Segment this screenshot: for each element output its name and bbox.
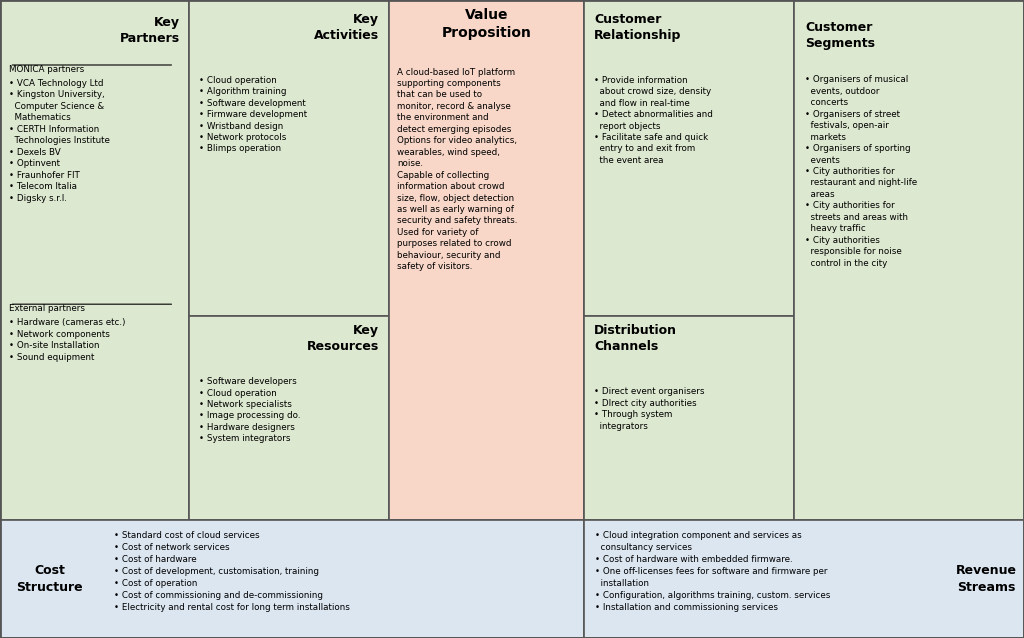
Text: MONICA partners: MONICA partners	[9, 65, 85, 74]
Text: Key
Activities: Key Activities	[314, 13, 379, 42]
Text: • Hardware (cameras etc.)
• Network components
• On-site Installation
• Sound eq: • Hardware (cameras etc.) • Network comp…	[9, 318, 126, 362]
Text: Customer
Segments: Customer Segments	[805, 21, 876, 50]
FancyBboxPatch shape	[189, 0, 389, 316]
Text: • Direct event organisers
• DIrect city authorities
• Through system
  integrato: • Direct event organisers • DIrect city …	[594, 387, 705, 431]
Text: • Cloud operation
• Algorithm training
• Software development
• Firmware develop: • Cloud operation • Algorithm training •…	[200, 76, 307, 154]
FancyBboxPatch shape	[189, 316, 389, 520]
Text: • Standard cost of cloud services
• Cost of network services
• Cost of hardware
: • Standard cost of cloud services • Cost…	[114, 531, 349, 612]
FancyBboxPatch shape	[584, 520, 1024, 638]
Text: • VCA Technology Ltd
• Kingston University,
  Computer Science &
  Mathematics
•: • VCA Technology Ltd • Kingston Universi…	[9, 79, 111, 202]
FancyBboxPatch shape	[584, 316, 794, 520]
Text: External partners: External partners	[9, 304, 85, 313]
FancyBboxPatch shape	[794, 0, 1024, 520]
Text: A cloud-based IoT platform
supporting components
that can be used to
monitor, re: A cloud-based IoT platform supporting co…	[397, 68, 517, 271]
Text: Cost
Structure: Cost Structure	[16, 564, 83, 594]
Text: • Provide information
  about crowd size, density
  and flow in real-time
• Dete: • Provide information about crowd size, …	[594, 76, 713, 165]
Text: Distribution
Channels: Distribution Channels	[594, 324, 677, 353]
Text: • Cloud integration component and services as
  consultancy services
• Cost of h: • Cloud integration component and servic…	[595, 531, 830, 612]
Text: Customer
Relationship: Customer Relationship	[594, 13, 682, 42]
Text: Revenue
Streams: Revenue Streams	[956, 564, 1017, 594]
FancyBboxPatch shape	[0, 520, 584, 638]
FancyBboxPatch shape	[584, 0, 794, 316]
Text: • Organisers of musical
  events, outdoor
  concerts
• Organisers of street
  fe: • Organisers of musical events, outdoor …	[805, 75, 918, 267]
FancyBboxPatch shape	[389, 0, 584, 520]
Text: • Software developers
• Cloud operation
• Network specialists
• Image processing: • Software developers • Cloud operation …	[200, 377, 301, 443]
FancyBboxPatch shape	[0, 0, 189, 520]
Text: Key
Resources: Key Resources	[307, 324, 379, 353]
Text: Key
Partners: Key Partners	[120, 15, 180, 45]
Text: Value
Proposition: Value Proposition	[441, 8, 531, 40]
